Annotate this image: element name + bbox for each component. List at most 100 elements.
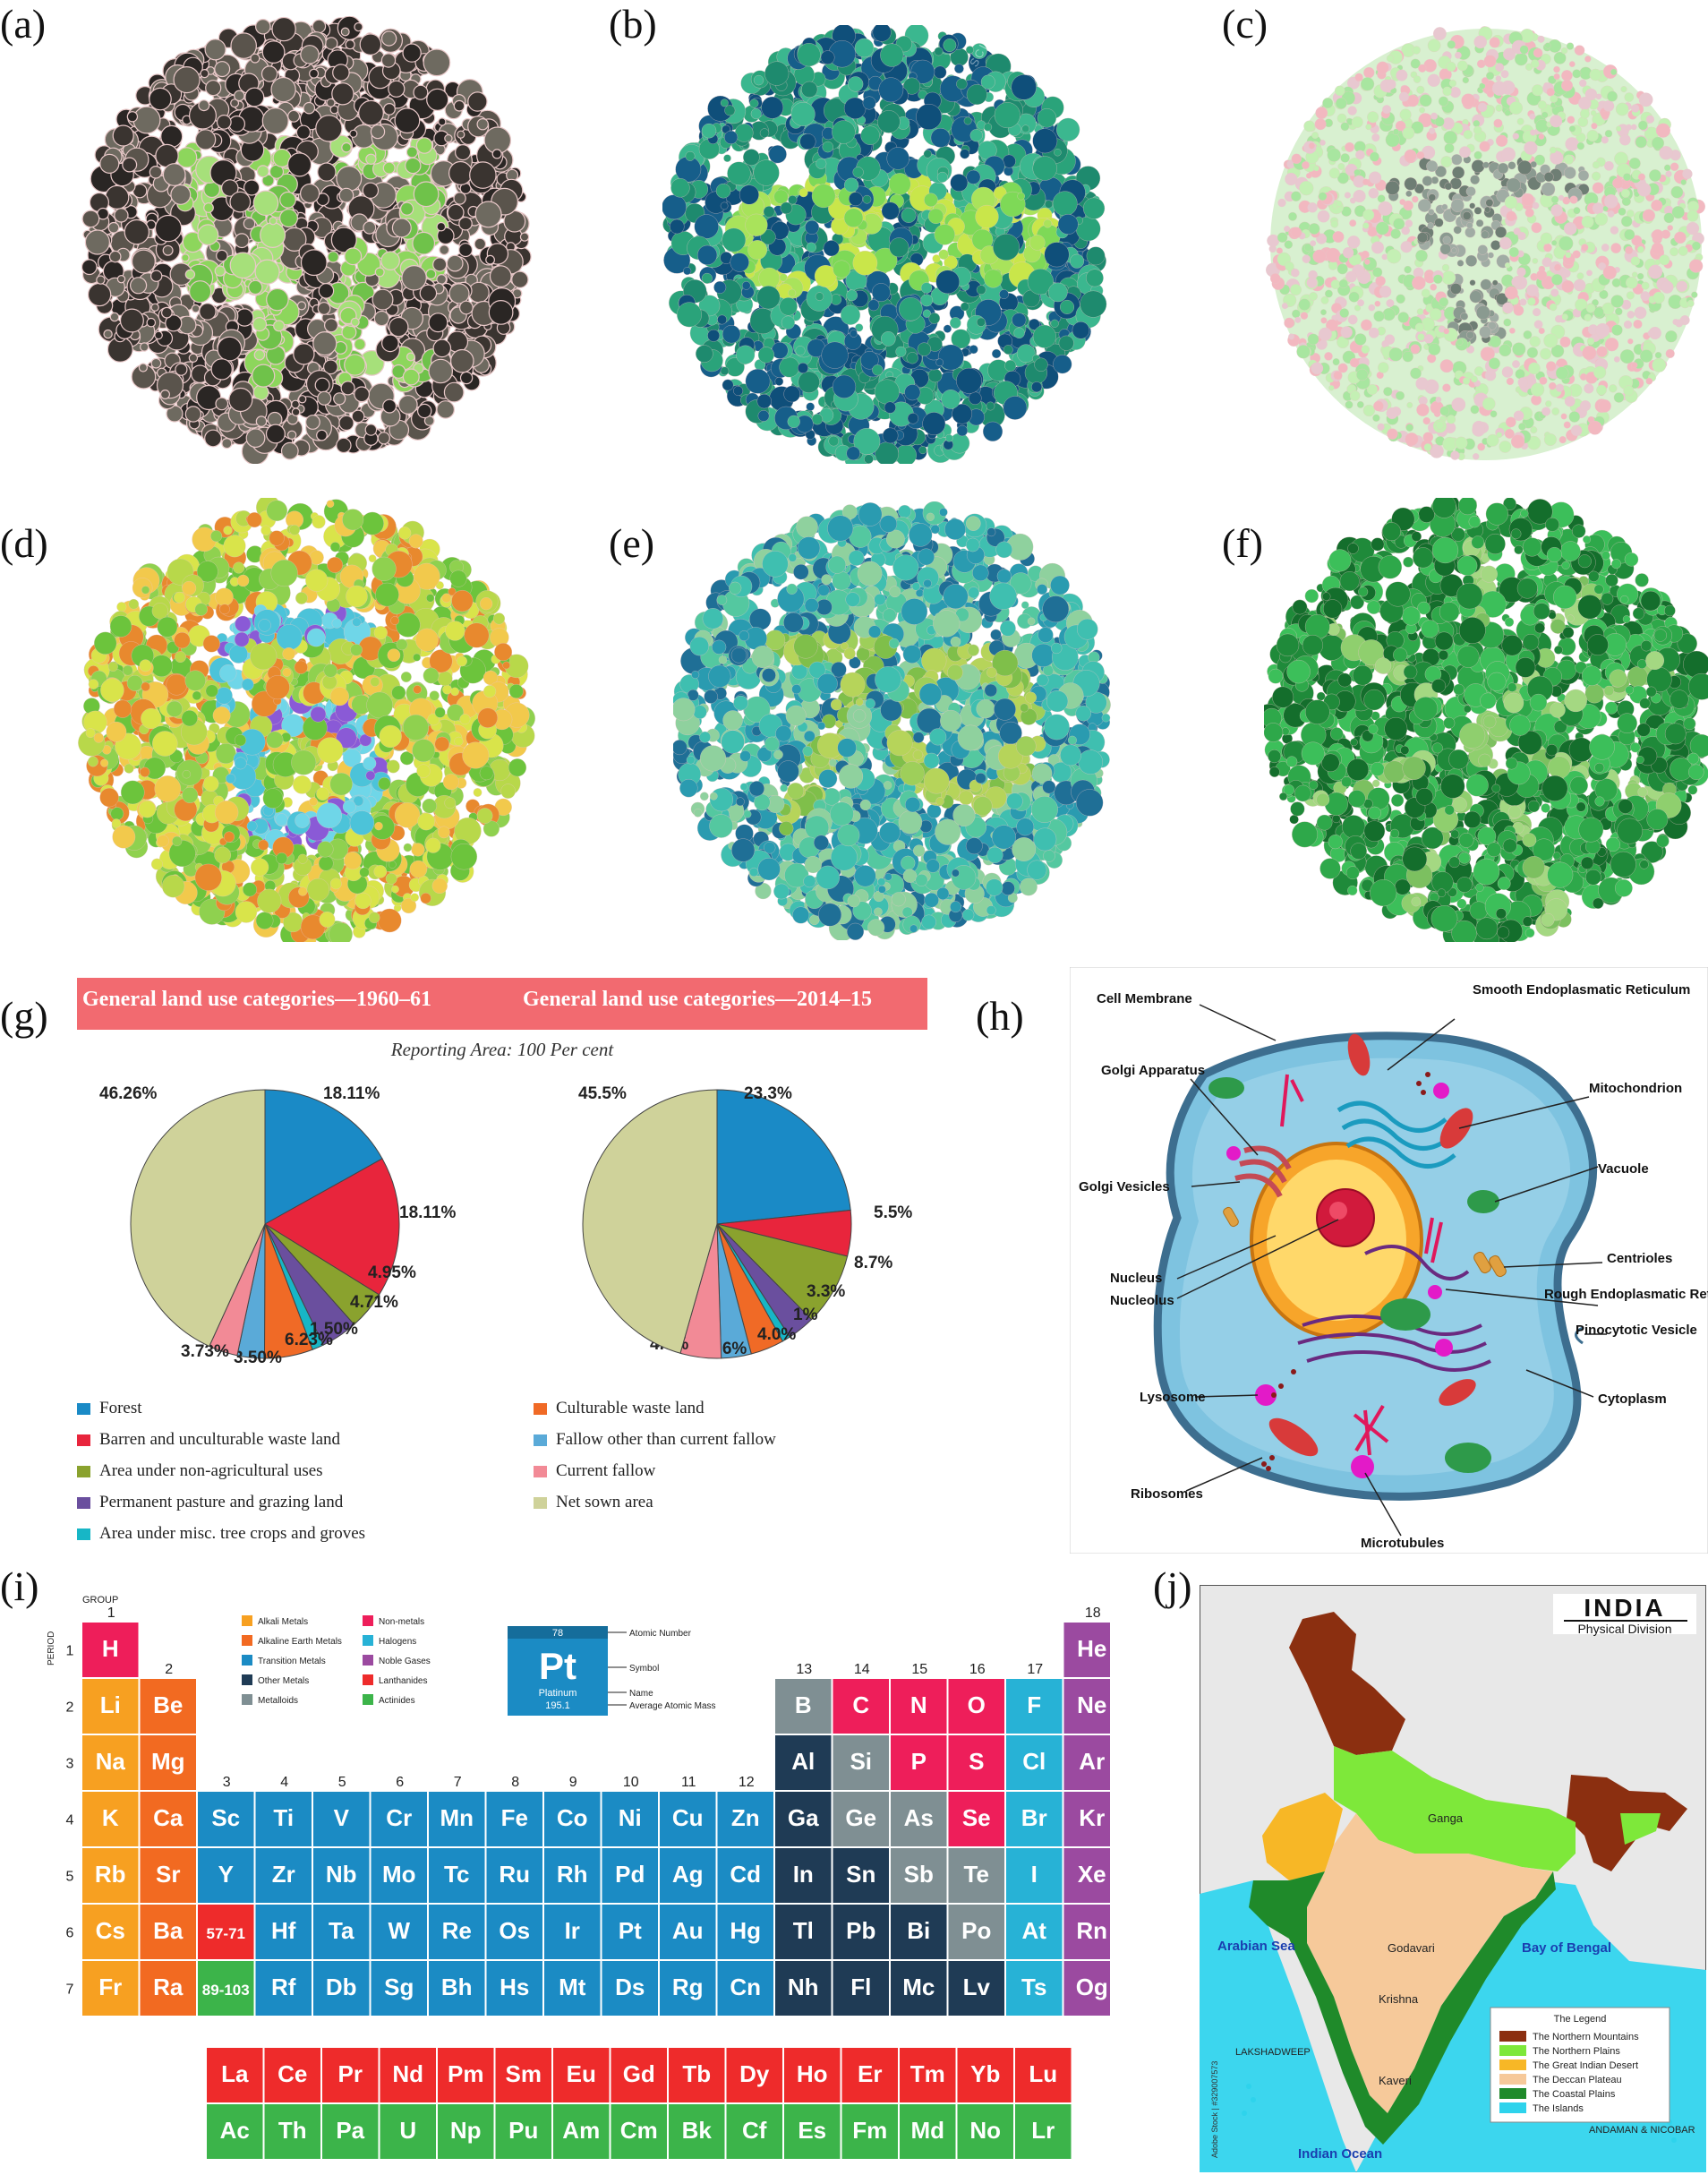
plate-dot [371, 288, 394, 311]
plate-dot [1663, 212, 1675, 224]
plate-dot [323, 359, 338, 375]
plate-dot [1305, 173, 1312, 179]
plate-dot [904, 384, 921, 401]
plate-dot [1541, 257, 1552, 268]
plate-dot [1550, 115, 1563, 128]
plate-dot [1032, 324, 1056, 348]
plate-dot [798, 363, 808, 373]
color-plate-a [81, 16, 532, 464]
plate-dot [1652, 291, 1665, 304]
plate-dot [1277, 198, 1286, 208]
plate-dot [938, 249, 949, 260]
plate-dot [1382, 105, 1392, 115]
plate-dot [895, 346, 907, 357]
plate-dot [1473, 150, 1482, 160]
plate-dot [1405, 190, 1413, 197]
plate-dot [1540, 347, 1552, 360]
plate-dot [1517, 160, 1533, 176]
plate-dot [402, 43, 422, 63]
plate-dot [720, 366, 730, 376]
plate-dot [840, 304, 861, 325]
plate-dot [1291, 191, 1302, 201]
plate-dot [670, 218, 685, 235]
plate-dot [1533, 308, 1541, 317]
plate-dot [918, 446, 927, 455]
plate-dot [956, 367, 982, 394]
plate-dot [1354, 333, 1367, 346]
plate-dot [1499, 236, 1512, 250]
plate-dot [727, 161, 751, 185]
plate-dot [138, 363, 149, 372]
plate-dot [1347, 235, 1361, 249]
plate-dot [1375, 276, 1386, 287]
plate-dot [338, 415, 354, 432]
plate-dot [1470, 405, 1480, 415]
plate-dot [1620, 215, 1633, 227]
plate-dot [1416, 85, 1425, 94]
plate-dot [1428, 193, 1436, 201]
plate-dot [734, 124, 754, 142]
plate-dot [730, 253, 749, 272]
plate-dot [1652, 229, 1664, 242]
plate-dot [1546, 88, 1555, 97]
plate-dot [1543, 432, 1557, 447]
plate-dot [198, 99, 210, 112]
plate-dot [1563, 421, 1571, 429]
plate-dot [1317, 210, 1330, 223]
plate-dot [397, 395, 418, 415]
plate-dot [1519, 45, 1529, 55]
plate-dot [1465, 254, 1478, 267]
plate-dot [934, 65, 947, 79]
plate-dot [986, 401, 995, 411]
plate-dot [1428, 209, 1435, 216]
plate-dot [1579, 400, 1592, 412]
plate-dot [1460, 312, 1469, 321]
plate-dot [324, 318, 339, 333]
plate-dot [1593, 365, 1607, 380]
plate-dot [1568, 61, 1576, 67]
plate-dot [820, 50, 835, 65]
plate-dot [1565, 137, 1579, 151]
plate-dot [1601, 244, 1610, 252]
plate-dot [1626, 291, 1635, 300]
plate-dot [1056, 117, 1080, 141]
plate-dot [1318, 192, 1328, 201]
plate-dot [203, 202, 214, 213]
plate-dot [1626, 124, 1632, 131]
plate-dot [1623, 385, 1635, 397]
plate-dot [1490, 240, 1501, 251]
plate-dot [976, 317, 986, 327]
plate-dot [1386, 407, 1398, 420]
plate-dot [1591, 123, 1598, 130]
plate-dot [867, 299, 880, 312]
plate-dot [1530, 382, 1545, 397]
plate-dot [1618, 207, 1627, 216]
plate-dot [683, 267, 692, 276]
plate-dot [783, 385, 800, 403]
plate-dot [1419, 94, 1432, 107]
plate-dot [1601, 136, 1609, 144]
plate-dot [1288, 333, 1295, 340]
plate-dot [1312, 249, 1327, 263]
plate-dot [391, 218, 412, 238]
plate-dot [459, 371, 474, 385]
plate-dot [799, 133, 816, 150]
plate-dot [1294, 316, 1302, 323]
plate-dot [139, 342, 149, 352]
plate-dot [1334, 85, 1345, 97]
plate-dot [400, 201, 414, 216]
plate-dot [1402, 126, 1415, 140]
plate-dot [354, 21, 363, 32]
plate-dot [1543, 243, 1552, 253]
plate-dot [1598, 261, 1607, 270]
plate-dot [449, 348, 474, 373]
plate-dot [760, 229, 776, 245]
panel-label-j: (j) [1153, 1563, 1192, 1609]
plate-dot [1435, 166, 1447, 178]
plate-dot [1624, 228, 1635, 241]
plate-dot [331, 82, 354, 106]
plate-dot [354, 338, 366, 351]
plate-dot [1466, 222, 1473, 229]
plate-dot [886, 147, 910, 170]
plate-dot [511, 270, 529, 288]
